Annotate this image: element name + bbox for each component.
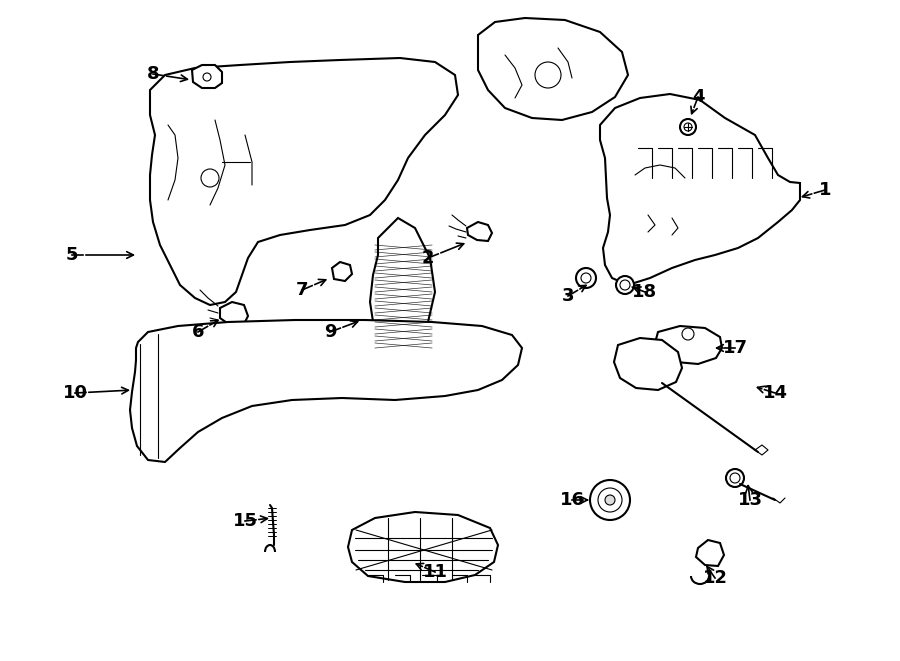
Text: 1: 1 — [819, 181, 832, 199]
Text: 17: 17 — [723, 339, 748, 357]
Polygon shape — [478, 18, 628, 120]
Text: 4: 4 — [692, 88, 704, 106]
Polygon shape — [696, 540, 724, 566]
Text: 10: 10 — [62, 384, 87, 402]
Polygon shape — [220, 302, 248, 326]
Text: 11: 11 — [422, 563, 447, 581]
Text: 6: 6 — [192, 323, 204, 341]
Polygon shape — [467, 222, 492, 241]
Polygon shape — [370, 218, 435, 350]
Circle shape — [576, 268, 596, 288]
Polygon shape — [192, 65, 222, 88]
Circle shape — [682, 328, 694, 340]
Text: 7: 7 — [296, 281, 308, 299]
Text: 18: 18 — [633, 283, 658, 301]
Polygon shape — [348, 512, 498, 582]
Polygon shape — [130, 320, 522, 462]
Text: 8: 8 — [147, 65, 159, 83]
Circle shape — [680, 119, 696, 135]
Text: 12: 12 — [703, 569, 727, 587]
Text: 16: 16 — [560, 491, 584, 509]
Text: 14: 14 — [762, 384, 788, 402]
Polygon shape — [150, 58, 458, 305]
Circle shape — [605, 495, 615, 505]
Text: 2: 2 — [422, 249, 434, 267]
Polygon shape — [600, 94, 800, 285]
Text: 3: 3 — [562, 287, 574, 305]
Text: 5: 5 — [66, 246, 78, 264]
Circle shape — [616, 276, 634, 294]
Text: 13: 13 — [737, 491, 762, 509]
Polygon shape — [614, 338, 682, 390]
Circle shape — [598, 488, 622, 512]
Polygon shape — [655, 326, 722, 364]
Polygon shape — [332, 262, 352, 281]
Text: 9: 9 — [324, 323, 337, 341]
Circle shape — [726, 469, 744, 487]
Circle shape — [590, 480, 630, 520]
Text: 15: 15 — [232, 512, 257, 530]
